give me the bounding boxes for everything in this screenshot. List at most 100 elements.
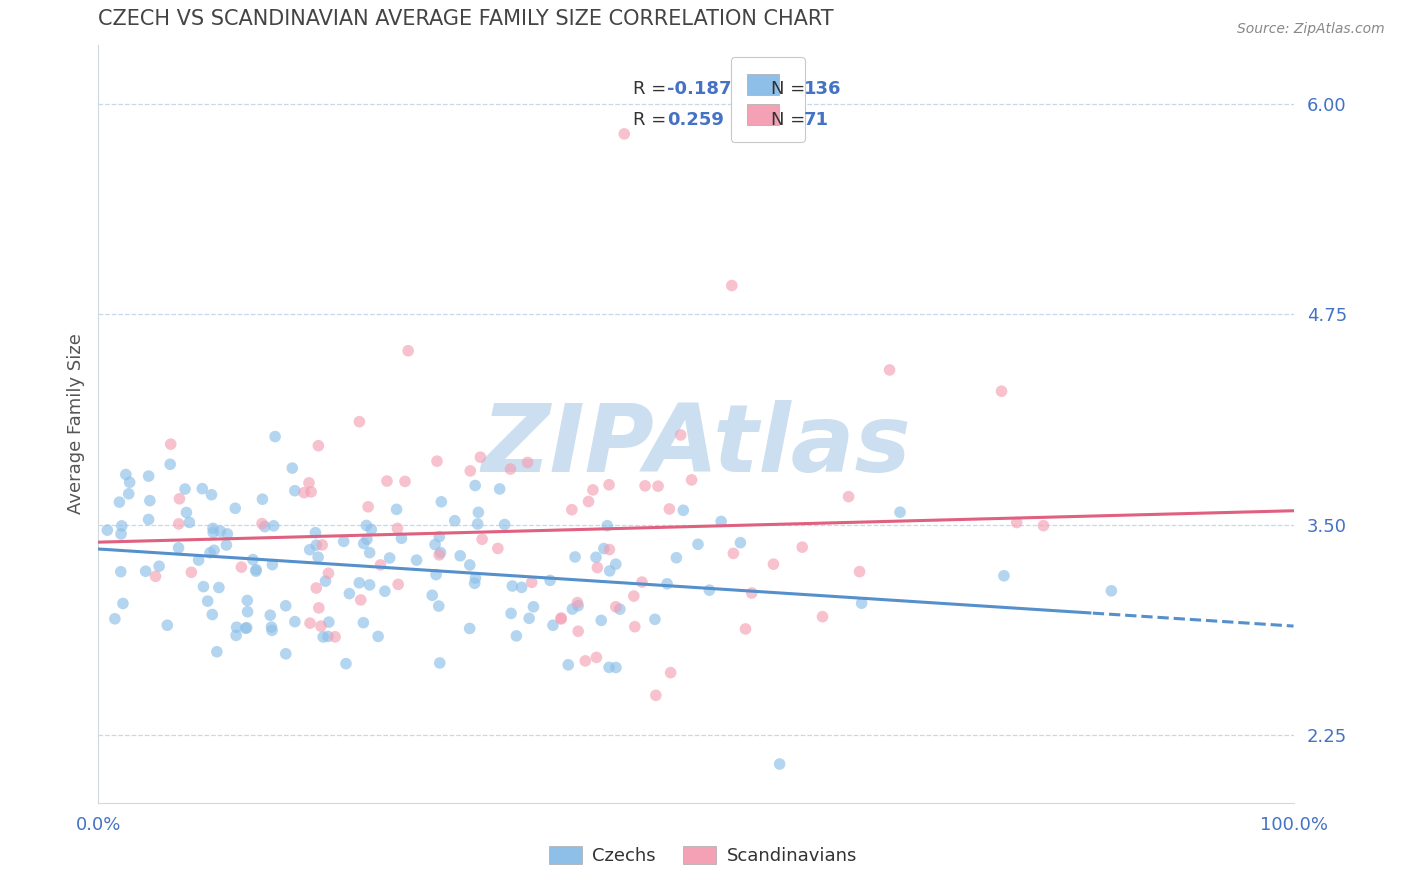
Point [420, 588, 443, 602]
Point [1099, 583, 1122, 598]
Point [458, 622, 481, 636]
Point [187, 553, 209, 567]
Text: ZIPAtlas: ZIPAtlas [481, 401, 911, 492]
Point [541, 618, 564, 632]
Point [586, 560, 609, 574]
Point [659, 665, 682, 680]
Point [284, 483, 307, 498]
Point [245, 563, 267, 577]
Point [318, 566, 340, 581]
Point [110, 565, 132, 579]
Point [111, 597, 134, 611]
Point [145, 569, 167, 583]
Legend: , : , [731, 57, 804, 142]
Point [191, 482, 214, 496]
Point [561, 502, 583, 516]
Point [838, 490, 860, 504]
Point [467, 516, 489, 531]
Point [672, 503, 695, 517]
Point [889, 505, 911, 519]
Point [235, 621, 257, 635]
Point [292, 485, 315, 500]
Point [263, 518, 285, 533]
Point [430, 495, 453, 509]
Point [337, 587, 360, 601]
Point [202, 525, 225, 540]
Point [108, 495, 131, 509]
Point [505, 629, 527, 643]
Point [197, 594, 219, 608]
Point [349, 575, 371, 590]
Point [768, 757, 790, 772]
Point [499, 462, 522, 476]
Point [202, 543, 225, 558]
Point [215, 538, 238, 552]
Text: R =: R = [633, 112, 672, 129]
Point [464, 571, 486, 585]
Point [605, 557, 627, 571]
Point [425, 567, 447, 582]
Point [522, 599, 544, 614]
Point [104, 612, 127, 626]
Point [299, 484, 322, 499]
Point [741, 586, 763, 600]
Point [311, 538, 333, 552]
Point [387, 577, 409, 591]
Point [253, 519, 276, 533]
Point [305, 538, 328, 552]
Point [205, 645, 228, 659]
Point [375, 474, 398, 488]
Point [309, 619, 332, 633]
Point [335, 657, 357, 671]
Point [139, 493, 162, 508]
Point [582, 483, 605, 497]
Point [609, 602, 631, 616]
Point [792, 540, 814, 554]
Point [647, 479, 669, 493]
Point [274, 647, 297, 661]
Point [305, 581, 328, 595]
Point [520, 575, 543, 590]
Point [111, 519, 134, 533]
Point [298, 475, 321, 490]
Point [443, 514, 465, 528]
Point [193, 580, 215, 594]
Point [167, 516, 190, 531]
Point [359, 546, 381, 560]
Legend: Czechs, Scandinavians: Czechs, Scandinavians [540, 837, 866, 874]
Point [655, 577, 678, 591]
Point [1005, 516, 1028, 530]
Point [298, 542, 321, 557]
Point [274, 599, 297, 613]
Point [332, 534, 354, 549]
Point [429, 545, 451, 559]
Point [721, 278, 744, 293]
Point [115, 467, 138, 482]
Point [138, 469, 160, 483]
Point [550, 611, 572, 625]
Point [429, 656, 451, 670]
Point [179, 516, 201, 530]
Point [658, 502, 681, 516]
Point [405, 553, 427, 567]
Point [200, 488, 222, 502]
Point [762, 557, 785, 571]
Point [599, 564, 621, 578]
Point [350, 593, 373, 607]
Point [598, 477, 620, 491]
Y-axis label: Average Family Size: Average Family Size [66, 334, 84, 514]
Point [353, 536, 375, 550]
Point [644, 688, 666, 702]
Point [308, 600, 330, 615]
Point [538, 574, 561, 588]
Point [356, 518, 378, 533]
Point [356, 533, 378, 547]
Point [557, 657, 579, 672]
Point [391, 531, 413, 545]
Point [318, 615, 340, 629]
Point [387, 521, 409, 535]
Point [585, 550, 607, 565]
Point [710, 515, 733, 529]
Point [367, 629, 389, 643]
Point [879, 363, 901, 377]
